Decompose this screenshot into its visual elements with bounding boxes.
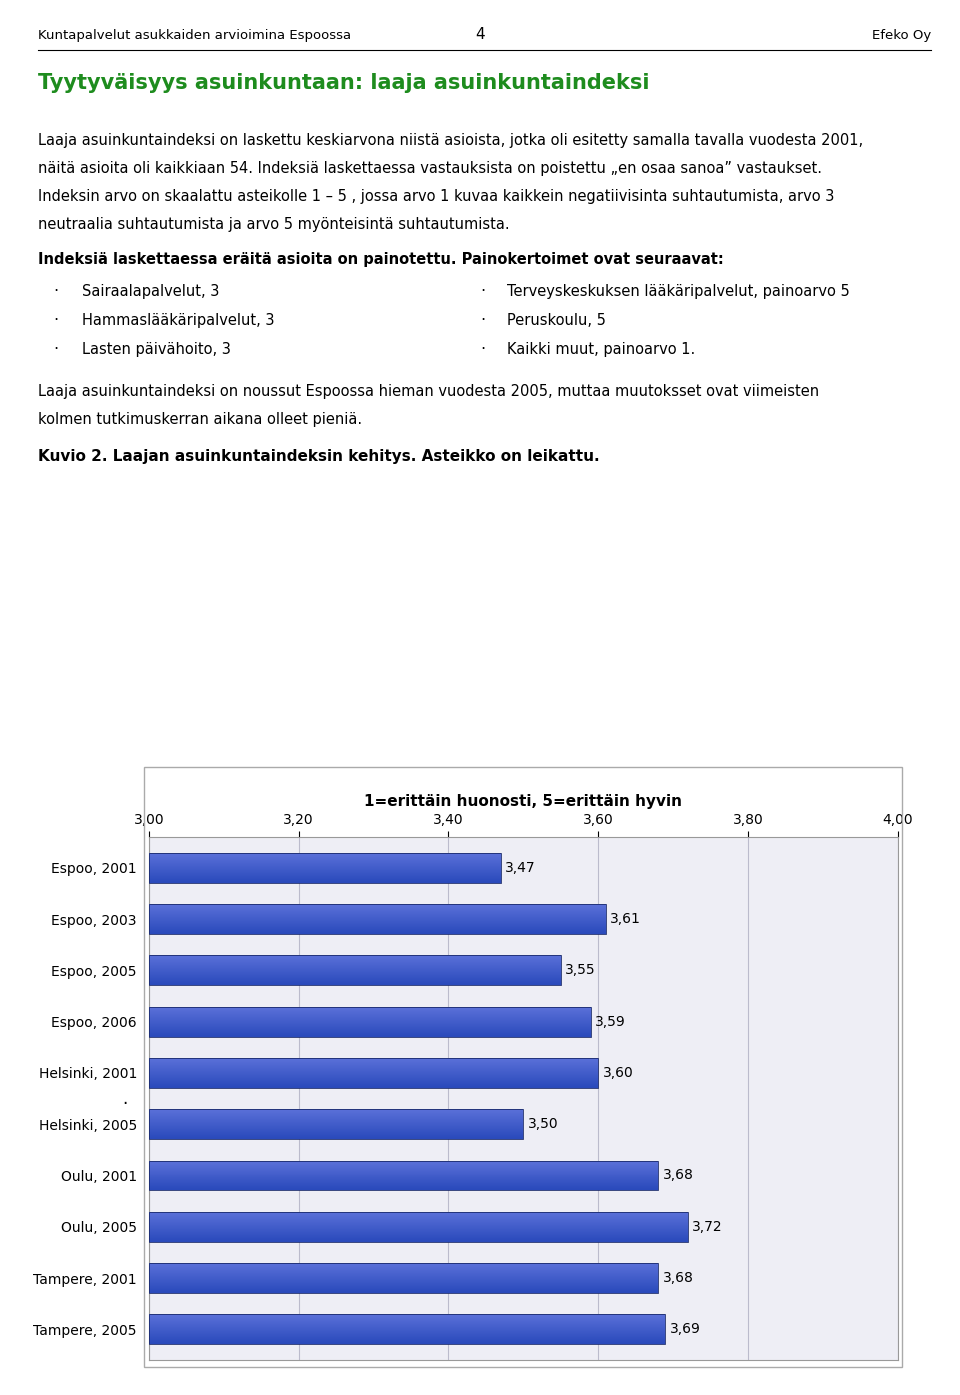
Text: Indeksin arvo on skaalattu asteikolle 1 – 5 , jossa arvo 1 kuvaa kaikkein negati: Indeksin arvo on skaalattu asteikolle 1 … — [38, 188, 835, 204]
Text: Laaja asuinkuntaindeksi on noussut Espoossa hieman vuodesta 2005, muttaa muutoks: Laaja asuinkuntaindeksi on noussut Espoo… — [38, 384, 820, 399]
Text: 3,68: 3,68 — [662, 1271, 693, 1285]
Text: ·: · — [53, 283, 58, 299]
Text: Indeksiä laskettaessa eräitä asioita on painotettu. Painokertoimet ovat seuraava: Indeksiä laskettaessa eräitä asioita on … — [38, 252, 724, 268]
Text: ·: · — [480, 342, 485, 357]
Bar — [149, 852, 501, 883]
Bar — [149, 1314, 665, 1345]
Text: Laaja asuinkuntaindeksi on laskettu keskiarvona niistä asioista, jotka oli esite: Laaja asuinkuntaindeksi on laskettu kesk… — [38, 133, 864, 148]
Text: 3,60: 3,60 — [603, 1066, 634, 1080]
Text: ·: · — [53, 312, 58, 328]
Text: näitä asioita oli kaikkiaan 54. Indeksiä laskettaessa vastauksista on poistettu : näitä asioita oli kaikkiaan 54. Indeksiä… — [38, 160, 823, 176]
Text: Kuntapalvelut asukkaiden arvioimina Espoossa: Kuntapalvelut asukkaiden arvioimina Espo… — [38, 29, 351, 42]
Bar — [149, 1057, 598, 1088]
Text: Kaikki muut, painoarvo 1.: Kaikki muut, painoarvo 1. — [507, 342, 695, 357]
Bar — [149, 1212, 688, 1242]
Text: Efeko Oy: Efeko Oy — [872, 29, 931, 42]
Text: 3,61: 3,61 — [610, 912, 641, 926]
Bar — [149, 1161, 658, 1190]
Text: 3,50: 3,50 — [528, 1117, 559, 1131]
Text: 3,55: 3,55 — [565, 964, 596, 978]
Text: 3,47: 3,47 — [505, 861, 536, 875]
Bar — [149, 956, 561, 985]
Text: ·: · — [53, 342, 58, 357]
Text: Lasten päivähoito, 3: Lasten päivähoito, 3 — [82, 342, 230, 357]
Text: kolmen tutkimuskerran aikana olleet pieniä.: kolmen tutkimuskerran aikana olleet pien… — [38, 412, 363, 427]
Text: .: . — [122, 1089, 128, 1108]
Text: Terveyskeskuksen lääkäripalvelut, painoarvo 5: Terveyskeskuksen lääkäripalvelut, painoa… — [507, 283, 850, 299]
Text: neutraalia suhtautumista ja arvo 5 myönteisintä suhtautumista.: neutraalia suhtautumista ja arvo 5 myönt… — [38, 216, 510, 232]
Text: 3,72: 3,72 — [692, 1219, 723, 1233]
Text: Peruskoulu, 5: Peruskoulu, 5 — [507, 312, 606, 328]
Bar — [149, 1264, 658, 1293]
Bar — [149, 1109, 523, 1140]
Text: Sairaalapalvelut, 3: Sairaalapalvelut, 3 — [82, 283, 219, 299]
Text: 3,59: 3,59 — [595, 1014, 626, 1028]
Text: 3,69: 3,69 — [670, 1322, 701, 1336]
Bar — [149, 1007, 590, 1036]
Text: 4: 4 — [475, 27, 485, 42]
Bar — [149, 904, 606, 933]
Text: ·: · — [480, 312, 485, 328]
Text: Kuvio 2. Laajan asuinkuntaindeksin kehitys. Asteikko on leikattu.: Kuvio 2. Laajan asuinkuntaindeksin kehit… — [38, 449, 600, 463]
Text: Tyytyväisyys asuinkuntaan: laaja asuinkuntaindeksi: Tyytyväisyys asuinkuntaan: laaja asuinku… — [38, 73, 650, 92]
Title: 1=erittäin huonosti, 5=erittäin hyvin: 1=erittäin huonosti, 5=erittäin hyvin — [364, 794, 683, 809]
Text: Hammaslääkäripalvelut, 3: Hammaslääkäripalvelut, 3 — [82, 312, 275, 328]
Text: ·: · — [480, 283, 485, 299]
Text: 3,68: 3,68 — [662, 1169, 693, 1183]
